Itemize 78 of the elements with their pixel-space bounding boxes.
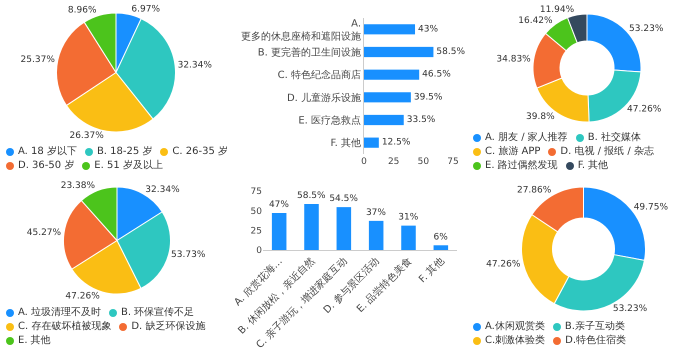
legend-label: D. 36-50 岁 [18,160,74,172]
y-tick-label: B. 更完善的卫生间设施 [258,46,361,58]
bar [368,220,384,250]
x-tick-label: 75 [447,157,459,167]
bar [304,204,319,250]
legend-label: B. 18-25 岁 [96,146,152,158]
legend-label: C. 旅游 APP [485,146,540,158]
data-label: 12.5% [382,138,411,148]
data-label: 47.26% [627,104,662,114]
data-label: 37% [366,208,386,218]
legend-label: D.特色住宿类 [565,335,626,347]
data-label: 32.34% [178,60,212,70]
legend-label: A. 垃圾清理不及时 [18,307,102,319]
data-label: 6.97% [131,4,160,15]
legend-label: E. 51 岁及以上 [94,160,163,172]
bar [364,114,404,126]
data-label: 45.27% [26,228,62,238]
data-label: 53.23% [612,304,648,314]
data-label: 23.38% [60,181,96,192]
data-label: 54.5% [329,194,358,204]
data-label: 32.34% [145,184,180,195]
data-label: 49.75% [634,202,668,212]
legend-label: D. 电视 / 报纸 / 杂志 [560,146,654,158]
data-label: 58.5% [436,47,466,57]
data-label: 26.37% [69,131,104,142]
data-label: 39.5% [414,92,443,102]
legend-label: C.刺激体验类 [485,335,546,347]
bar [364,92,411,102]
data-label: 8.96% [68,6,97,16]
y-tick-label: 50 [250,206,262,217]
bar [272,213,286,250]
data-label: 46.5% [422,70,452,80]
x-tick-label: 0 [361,157,368,167]
y-tick-label: F. 其他 [330,137,361,150]
bar [364,46,434,58]
x-tick-label: F. 其他 [416,255,446,286]
legend-label: B.亲子互动类 [564,321,625,333]
legend-label: A.休闲观赏类 [485,321,545,333]
bar [434,245,448,250]
data-label: 39.8% [526,112,556,122]
legend-label: B. 环保宣传不足 [121,307,194,319]
data-label: 25.37% [20,54,56,65]
data-label: 16.42% [518,16,554,26]
legend-label: A. 18 岁以下 [18,146,77,158]
data-label: 53.23% [629,24,664,34]
y-tick-label: A. 更多的休息座椅和遮阳设施 [241,18,361,42]
data-label: 33.5% [406,115,436,125]
y-tick-label: D. 儿童游乐设施 [286,92,361,104]
x-tick-label: 25 [388,157,400,167]
bar [364,24,416,34]
bar [401,226,416,250]
y-tick-label: E. 医疗急救点 [298,114,361,126]
data-label: 27.86% [516,185,552,196]
x-tick-label: 50 [418,157,430,167]
legend-label: C. 存在破坏植被现象 [18,321,112,333]
data-label: 53.73% [171,250,206,260]
legend-label: C. 26-35 岁 [172,146,228,158]
data-label: 47% [268,200,290,210]
data-label: 31% [398,212,419,223]
bar [364,70,420,80]
bar [364,138,379,148]
data-label: 43% [418,24,438,34]
data-label: 6% [433,232,448,242]
legend-label: D. 缺乏环保设施 [131,321,206,333]
bar [336,207,352,250]
legend-label: E. 其他 [18,335,51,347]
y-tick-label: 0 [256,246,262,256]
data-label: 34.83% [496,54,532,64]
data-label: 58.5% [296,190,326,201]
legend-label: E. 路过偶然发现 [485,160,558,172]
y-tick-label: 25 [250,226,262,236]
data-label: 11.94% [540,5,575,16]
legend-label: B. 社交媒体 [588,132,641,144]
data-label: 47.26% [486,259,521,270]
y-tick-label: C. 特色纪念品商店 [278,69,361,82]
y-tick-label: 75 [250,187,262,198]
data-label: 47.26% [65,292,100,302]
legend-label: A. 朋友 / 家人推荐 [485,132,568,144]
